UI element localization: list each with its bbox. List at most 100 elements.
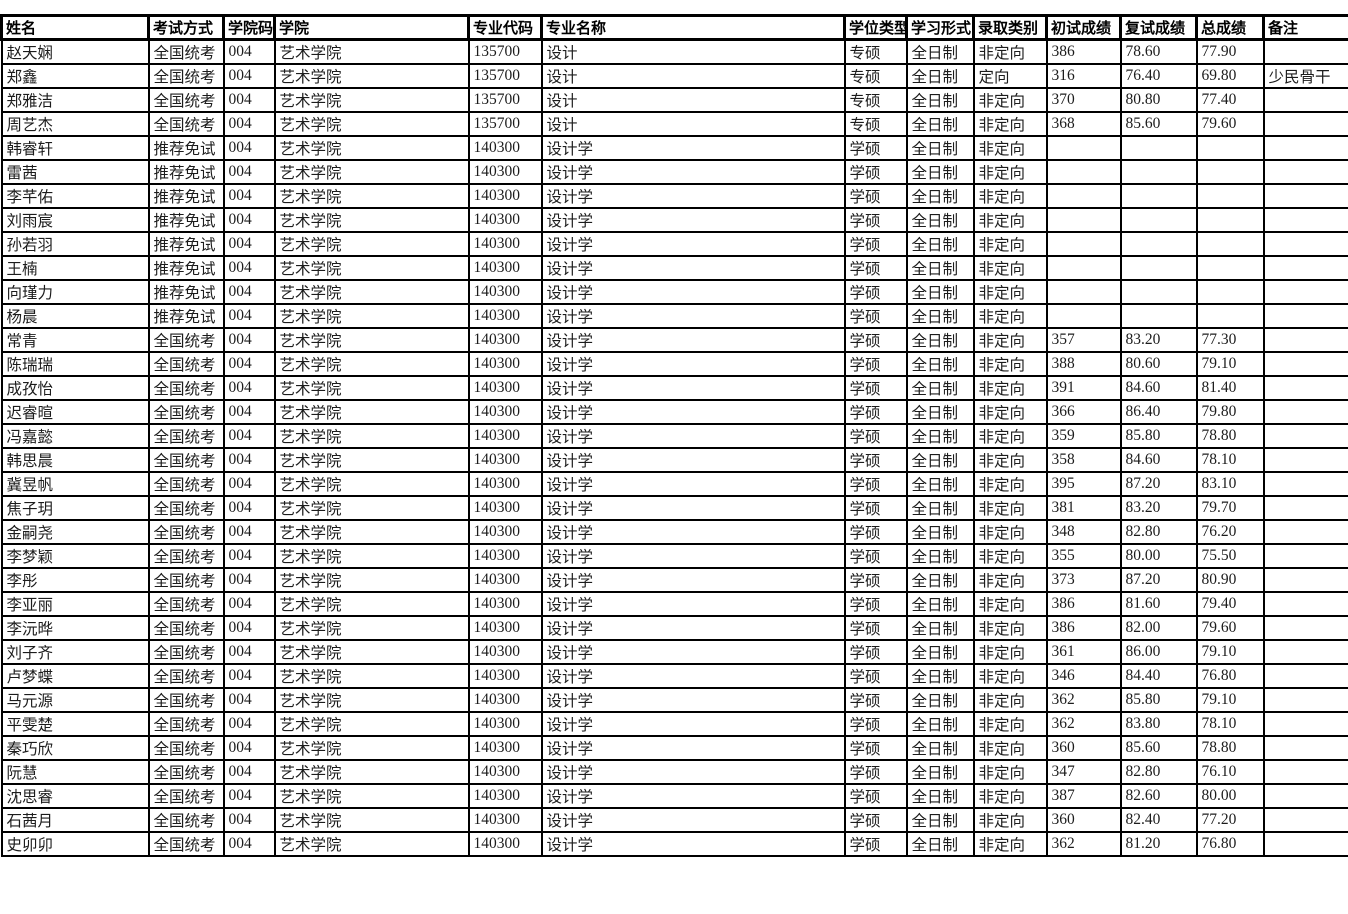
cell-name: 常青 bbox=[0, 327, 150, 353]
cell-degree-type: 学硕 bbox=[843, 423, 908, 449]
cell-name: 迟睿暄 bbox=[0, 399, 150, 425]
cell-college: 艺术学院 bbox=[273, 303, 470, 329]
cell-degree-type: 学硕 bbox=[843, 351, 908, 377]
cell-admission-category: 非定向 bbox=[972, 831, 1048, 857]
cell-name: 陈瑞瑞 bbox=[0, 351, 150, 377]
cell-initial-score bbox=[1045, 135, 1122, 161]
cell-college-code: 004 bbox=[222, 255, 276, 281]
table-body: 赵天娴 全国统考 004 艺术学院 135700 设计 专硕 全日制 非定向 386 78.60 77… bbox=[0, 38, 1348, 857]
cell-exam-method: 全国统考 bbox=[147, 399, 225, 425]
cell-name: 李沅晔 bbox=[0, 615, 150, 641]
cell-name: 平雯楚 bbox=[0, 711, 150, 737]
cell-exam-method: 全国统考 bbox=[147, 519, 225, 545]
cell-major-name: 设计学 bbox=[540, 375, 846, 401]
cell-exam-method: 全国统考 bbox=[147, 495, 225, 521]
table-row: 刘雨宸 推荐免试 004 艺术学院 140300 设计学 学硕 全日制 非定向 bbox=[0, 207, 1348, 233]
cell-exam-method: 全国统考 bbox=[147, 567, 225, 593]
cell-major-name: 设计学 bbox=[540, 663, 846, 689]
cell-major-code: 140300 bbox=[467, 759, 543, 785]
cell-remarks bbox=[1262, 159, 1348, 185]
cell-admission-category: 非定向 bbox=[972, 279, 1048, 305]
cell-name: 冯嘉懿 bbox=[0, 423, 150, 449]
cell-remarks: 少民骨干 bbox=[1262, 63, 1348, 89]
cell-initial-score: 360 bbox=[1045, 735, 1122, 761]
cell-admission-category: 非定向 bbox=[972, 351, 1048, 377]
column-header-college: 学院 bbox=[273, 14, 470, 41]
cell-study-form: 全日制 bbox=[905, 807, 975, 833]
cell-study-form: 全日制 bbox=[905, 183, 975, 209]
cell-major-name: 设计学 bbox=[540, 519, 846, 545]
cell-college-code: 004 bbox=[222, 423, 276, 449]
cell-name: 韩睿轩 bbox=[0, 135, 150, 161]
cell-initial-score: 360 bbox=[1045, 807, 1122, 833]
cell-initial-score bbox=[1045, 231, 1122, 257]
cell-major-name: 设计学 bbox=[540, 447, 846, 473]
cell-college-code: 004 bbox=[222, 63, 276, 89]
cell-retest-score: 82.00 bbox=[1119, 615, 1198, 641]
cell-initial-score bbox=[1045, 303, 1122, 329]
cell-remarks bbox=[1262, 711, 1348, 737]
cell-remarks bbox=[1262, 783, 1348, 809]
cell-major-code: 140300 bbox=[467, 783, 543, 809]
cell-college-code: 004 bbox=[222, 543, 276, 569]
cell-total-score: 79.80 bbox=[1195, 399, 1265, 425]
table-header: 姓名 考试方式 学院码 学院 专业代码 专业名称 学位类型 学习形式 录取类别 初试成绩 复试成绩总… bbox=[0, 14, 1348, 41]
cell-degree-type: 学硕 bbox=[843, 327, 908, 353]
column-header-major-name: 专业名称 bbox=[540, 14, 846, 41]
cell-initial-score: 357 bbox=[1045, 327, 1122, 353]
cell-major-code: 140300 bbox=[467, 327, 543, 353]
cell-name: 石茜月 bbox=[0, 807, 150, 833]
cell-name: 孙若羽 bbox=[0, 231, 150, 257]
cell-study-form: 全日制 bbox=[905, 399, 975, 425]
cell-major-name: 设计学 bbox=[540, 735, 846, 761]
cell-total-score: 79.70 bbox=[1195, 495, 1265, 521]
cell-admission-category: 非定向 bbox=[972, 183, 1048, 209]
cell-college-code: 004 bbox=[222, 807, 276, 833]
cell-remarks bbox=[1262, 471, 1348, 497]
cell-initial-score: 316 bbox=[1045, 63, 1122, 89]
cell-retest-score: 85.60 bbox=[1119, 735, 1198, 761]
table-row: 卢梦蝶 全国统考 004 艺术学院 140300 设计学 学硕 全日制 非定向 346 84.40 7… bbox=[0, 663, 1348, 689]
cell-college: 艺术学院 bbox=[273, 399, 470, 425]
cell-initial-score: 391 bbox=[1045, 375, 1122, 401]
cell-name: 成孜怡 bbox=[0, 375, 150, 401]
cell-name: 李芊佑 bbox=[0, 183, 150, 209]
table-row: 陈瑞瑞 全国统考 004 艺术学院 140300 设计学 学硕 全日制 非定向 388 80.60 7… bbox=[0, 351, 1348, 377]
cell-degree-type: 学硕 bbox=[843, 783, 908, 809]
cell-college: 艺术学院 bbox=[273, 279, 470, 305]
cell-retest-score bbox=[1119, 255, 1198, 281]
cell-study-form: 全日制 bbox=[905, 495, 975, 521]
cell-major-name: 设计学 bbox=[540, 399, 846, 425]
cell-retest-score: 83.20 bbox=[1119, 495, 1198, 521]
cell-remarks bbox=[1262, 303, 1348, 329]
table-row: 冯嘉懿 全国统考 004 艺术学院 140300 设计学 学硕 全日制 非定向 359 85.80 7… bbox=[0, 423, 1348, 449]
cell-admission-category: 非定向 bbox=[972, 303, 1048, 329]
cell-exam-method: 全国统考 bbox=[147, 327, 225, 353]
cell-college: 艺术学院 bbox=[273, 519, 470, 545]
cell-remarks bbox=[1262, 207, 1348, 233]
cell-major-code: 140300 bbox=[467, 639, 543, 665]
cell-admission-category: 非定向 bbox=[972, 375, 1048, 401]
table-row: 李沅晔 全国统考 004 艺术学院 140300 设计学 学硕 全日制 非定向 386 82.00 7… bbox=[0, 615, 1348, 641]
cell-name: 沈思睿 bbox=[0, 783, 150, 809]
cell-major-code: 140300 bbox=[467, 303, 543, 329]
cell-remarks bbox=[1262, 399, 1348, 425]
cell-exam-method: 全国统考 bbox=[147, 783, 225, 809]
cell-study-form: 全日制 bbox=[905, 207, 975, 233]
cell-exam-method: 推荐免试 bbox=[147, 231, 225, 257]
table-row: 冀昱帆 全国统考 004 艺术学院 140300 设计学 学硕 全日制 非定向 395 87.20 8… bbox=[0, 471, 1348, 497]
cell-degree-type: 学硕 bbox=[843, 591, 908, 617]
cell-college: 艺术学院 bbox=[273, 207, 470, 233]
cell-exam-method: 全国统考 bbox=[147, 759, 225, 785]
cell-study-form: 全日制 bbox=[905, 735, 975, 761]
cell-major-code: 140300 bbox=[467, 567, 543, 593]
cell-degree-type: 学硕 bbox=[843, 759, 908, 785]
cell-major-name: 设计学 bbox=[540, 279, 846, 305]
cell-name: 金嗣尧 bbox=[0, 519, 150, 545]
cell-college-code: 004 bbox=[222, 303, 276, 329]
cell-major-code: 140300 bbox=[467, 591, 543, 617]
cell-initial-score: 361 bbox=[1045, 639, 1122, 665]
cell-exam-method: 全国统考 bbox=[147, 447, 225, 473]
cell-degree-type: 学硕 bbox=[843, 255, 908, 281]
table-row: 韩思晨 全国统考 004 艺术学院 140300 设计学 学硕 全日制 非定向 358 84.60 7… bbox=[0, 447, 1348, 473]
